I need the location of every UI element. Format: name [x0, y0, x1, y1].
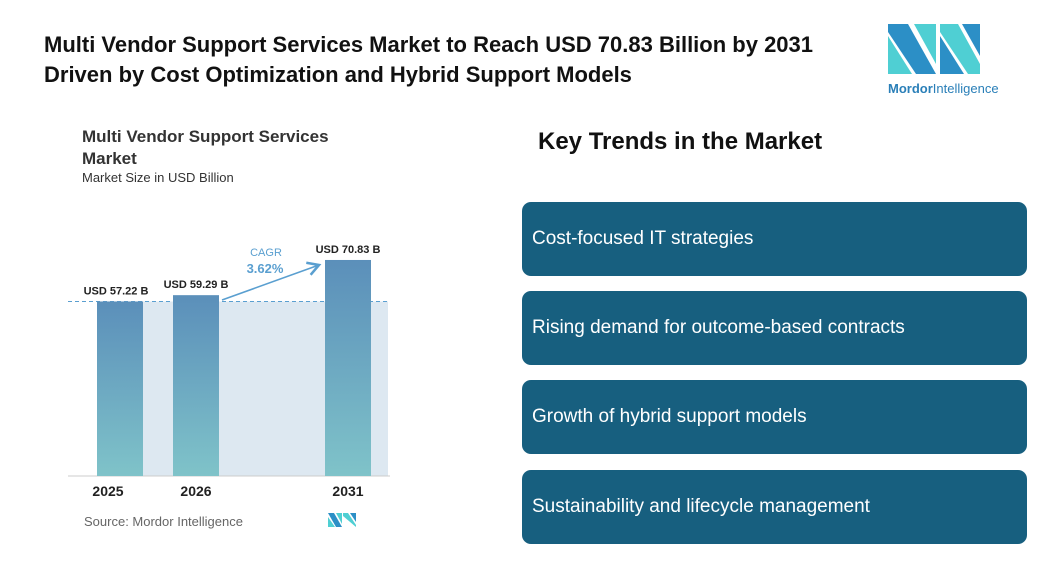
- trend-label: Cost-focused IT strategies: [532, 228, 754, 249]
- trend-card: Cost-focused IT strategies: [522, 202, 1027, 276]
- chart-source: Source: Mordor Intelligence: [84, 514, 243, 529]
- cagr-arrow: [221, 261, 322, 301]
- x-tick-label: 2026: [180, 483, 211, 499]
- trend-card: Sustainability and lifecycle management: [522, 470, 1027, 544]
- trend-label: Rising demand for outcome-based contract…: [532, 317, 905, 338]
- cagr-label: CAGR: [250, 247, 282, 259]
- trend-card: Growth of hybrid support models: [522, 380, 1027, 454]
- data-label: USD 59.29 B: [164, 279, 229, 291]
- source-logo-icon: [328, 513, 356, 527]
- cagr-value: 3.62%: [247, 261, 284, 276]
- key-trends-heading: Key Trends in the Market: [538, 128, 823, 155]
- data-label: USD 70.83 B: [316, 244, 381, 256]
- trend-label: Sustainability and lifecycle management: [532, 496, 870, 517]
- chart-title: Multi Vendor Support Services Market: [82, 127, 329, 168]
- logo-mark-icon: [888, 24, 980, 74]
- bar-2025: [97, 301, 143, 476]
- x-tick-label: 2025: [92, 483, 123, 499]
- chart-subtitle: Market Size in USD Billion: [82, 170, 234, 185]
- x-tick-label: 2031: [332, 483, 363, 499]
- trend-card: Rising demand for outcome-based contract…: [522, 291, 1027, 365]
- page-title: Multi Vendor Support Services Market to …: [44, 32, 814, 87]
- bar-chart: USD 57.22 B 2025 USD 59.29 B 2026 USD 70.83 …: [68, 244, 390, 499]
- logo-text: MordorIntelligence: [888, 81, 999, 96]
- trend-label: Growth of hybrid support models: [532, 406, 807, 427]
- data-label: USD 57.22 B: [84, 285, 149, 297]
- mordor-logo: MordorIntelligence: [888, 24, 999, 96]
- bar-2026: [173, 295, 219, 476]
- bar-2031: [325, 259, 371, 476]
